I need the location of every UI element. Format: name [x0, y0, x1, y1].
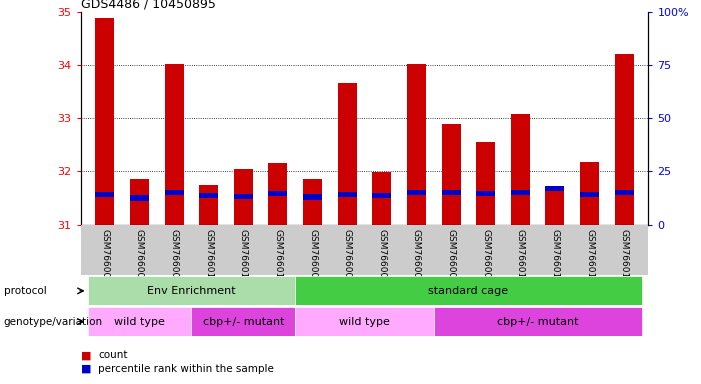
- Bar: [88, 276, 295, 305]
- Text: GSM766004: GSM766004: [412, 228, 421, 283]
- Text: GSM766001: GSM766001: [308, 228, 317, 284]
- Bar: [476, 191, 495, 196]
- Text: GSM766003: GSM766003: [377, 228, 386, 284]
- Bar: [476, 142, 495, 225]
- Bar: [165, 190, 184, 195]
- Text: percentile rank within the sample: percentile rank within the sample: [98, 364, 274, 374]
- Bar: [165, 64, 184, 225]
- Bar: [199, 185, 218, 225]
- Text: GSM766006: GSM766006: [100, 228, 109, 284]
- Bar: [580, 162, 599, 225]
- Text: Env Enrichment: Env Enrichment: [147, 286, 236, 296]
- Text: ■: ■: [81, 350, 91, 360]
- Bar: [372, 172, 391, 225]
- Text: GSM766013: GSM766013: [620, 228, 629, 284]
- Bar: [434, 307, 641, 336]
- Text: wild type: wild type: [114, 316, 165, 327]
- Text: standard cage: standard cage: [428, 286, 508, 296]
- Bar: [407, 190, 426, 195]
- Bar: [303, 194, 322, 200]
- Bar: [268, 163, 287, 225]
- Bar: [580, 192, 599, 197]
- Bar: [338, 83, 357, 225]
- Text: genotype/variation: genotype/variation: [4, 316, 102, 327]
- Bar: [372, 193, 391, 198]
- Bar: [303, 179, 322, 225]
- Text: GSM766016: GSM766016: [273, 228, 283, 284]
- Bar: [88, 307, 191, 336]
- Bar: [234, 194, 253, 199]
- Bar: [295, 307, 434, 336]
- Bar: [511, 190, 530, 195]
- Text: GSM766008: GSM766008: [170, 228, 179, 284]
- Bar: [95, 18, 114, 225]
- Bar: [234, 169, 253, 225]
- Bar: [511, 114, 530, 225]
- Text: wild type: wild type: [339, 316, 390, 327]
- Bar: [615, 190, 634, 195]
- Bar: [199, 193, 218, 198]
- Text: protocol: protocol: [4, 286, 46, 296]
- Bar: [545, 186, 564, 191]
- Bar: [442, 190, 461, 195]
- Text: GSM766014: GSM766014: [204, 228, 213, 283]
- Text: GSM766005: GSM766005: [447, 228, 456, 284]
- Text: GDS4486 / 10450895: GDS4486 / 10450895: [81, 0, 215, 10]
- Text: ■: ■: [81, 364, 91, 374]
- Text: cbp+/- mutant: cbp+/- mutant: [497, 316, 578, 327]
- Text: GSM766015: GSM766015: [239, 228, 248, 284]
- Bar: [191, 307, 295, 336]
- Bar: [130, 195, 149, 201]
- Text: cbp+/- mutant: cbp+/- mutant: [203, 316, 284, 327]
- Text: GSM766007: GSM766007: [135, 228, 144, 284]
- Bar: [545, 186, 564, 225]
- Text: GSM766010: GSM766010: [516, 228, 525, 284]
- Text: GSM766009: GSM766009: [481, 228, 490, 284]
- Bar: [95, 192, 114, 197]
- Bar: [407, 64, 426, 225]
- Text: GSM766012: GSM766012: [585, 228, 594, 283]
- Bar: [295, 276, 641, 305]
- Text: GSM766011: GSM766011: [550, 228, 559, 284]
- Bar: [442, 124, 461, 225]
- Bar: [615, 54, 634, 225]
- Bar: [268, 191, 287, 196]
- Text: count: count: [98, 350, 128, 360]
- Text: GSM766002: GSM766002: [343, 228, 352, 283]
- Bar: [130, 179, 149, 225]
- Bar: [338, 192, 357, 197]
